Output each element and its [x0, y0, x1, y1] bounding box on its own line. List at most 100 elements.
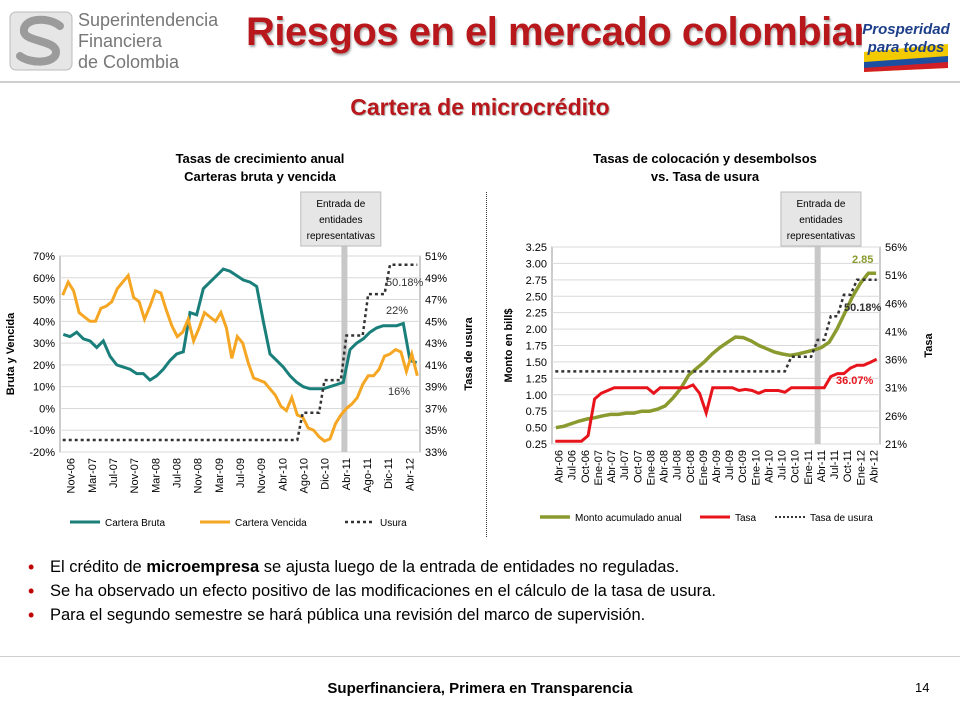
x-tick-label: Oct-08: [685, 450, 697, 483]
x-tick-label: Jul-09: [724, 450, 736, 480]
y-axis-left-title: Monto en bill$: [503, 309, 515, 383]
annotation-text: Entrada de: [796, 199, 845, 210]
footer-text: Superfinanciera, Primera en Transparenci…: [327, 680, 633, 697]
right-tick-label: 46%: [885, 298, 907, 310]
right-tick-label: 49%: [425, 273, 447, 285]
chart-divider: [486, 192, 487, 537]
right-tick-label: 51%: [425, 251, 447, 263]
y-axis-right-title: Tasa de usura: [463, 317, 475, 391]
x-tick-label: Dic-11: [383, 458, 395, 489]
bullet-list: El crédito de microempresa se ajusta lue…: [28, 555, 938, 627]
left-tick-label: 0.75: [526, 406, 547, 418]
x-tick-label: Abr-11: [816, 450, 828, 482]
x-tick-label: Abr-09: [711, 450, 723, 483]
annotation-text: representativas: [787, 231, 855, 242]
left-tick-label: 2.75: [526, 275, 547, 287]
legend-label: Tasa de usura: [810, 513, 873, 524]
org-line1: Superintendencia: [78, 10, 219, 30]
section-subtitle: Cartera de microcrédito: [350, 94, 610, 120]
org-line2: Financiera: [78, 31, 163, 51]
right-tick-label: 47%: [425, 295, 447, 307]
chart2-placement-rates: 3.25 3.00 2.75 2.50 2.25 2.00 1.75 1.50 1.25 1.00…: [503, 191, 935, 524]
left-tick-label: 2.00: [526, 324, 547, 336]
x-tick-label: Ene-11: [803, 450, 815, 485]
x-tick-label: Jul-08: [672, 450, 684, 480]
data-label: 16%: [388, 386, 410, 398]
left-tick-label: 1.50: [526, 357, 547, 369]
annotation-box: [780, 191, 862, 247]
left-tick-label: 1.00: [526, 390, 547, 402]
data-label: 2.85: [852, 254, 873, 266]
bullet-item: Para el segundo semestre se hará pública…: [28, 603, 938, 627]
x-tick-label: Oct-07: [632, 450, 644, 483]
annotation-text: representativas: [307, 231, 375, 242]
left-tick-label: 3.00: [526, 258, 547, 270]
x-tick-label: Oct-10: [790, 450, 802, 483]
bullet-text: se ajusta luego de la entrada de entidad…: [259, 558, 680, 576]
right-tick-label: 45%: [425, 316, 447, 328]
x-tick-label: Jul-06: [567, 450, 579, 480]
bullet-text: El crédito de: [50, 558, 147, 576]
header-divider: [0, 81, 960, 83]
x-tick-label: Mar-09: [214, 458, 226, 493]
right-tick-label: 36%: [885, 355, 907, 367]
x-tick-label: Jul-08: [171, 458, 183, 488]
x-tick-label: Ene-08: [645, 450, 657, 485]
series-line-cartera-bruta: [62, 267, 418, 391]
left-tick-label: -10%: [29, 425, 55, 437]
left-tick-label: -20%: [29, 447, 55, 459]
chart1-title-line2: Carteras bruta y vencida: [184, 169, 336, 184]
data-label: 50.18%: [386, 277, 424, 289]
left-tick-label: 2.50: [526, 291, 547, 303]
legend-label: Cartera Vencida: [235, 518, 307, 529]
x-tick-label: Nov-06: [66, 458, 78, 493]
x-tick-label: Oct-11: [842, 450, 854, 482]
left-tick-label: 40%: [33, 316, 55, 328]
annotation-box: [300, 191, 382, 247]
x-tick-label: Ene-10: [750, 450, 762, 485]
right-tick-label: 31%: [885, 383, 907, 395]
chart2-title-line1: Tasas de colocación y desembolsos: [593, 151, 817, 166]
x-tick-label: Ene-09: [698, 450, 710, 485]
left-tick-label: 1.25: [526, 373, 547, 385]
brand-line1: Prosperidad: [862, 21, 950, 38]
bullet-item: El crédito de microempresa se ajusta lue…: [28, 555, 938, 579]
chart2-title: Tasas de colocación y desembolsos vs. Ta…: [540, 150, 870, 186]
left-tick-label: 30%: [33, 338, 55, 350]
data-label: 50.18%: [844, 302, 882, 314]
prosperidad-logo-icon: Prosperidad para todos: [862, 16, 951, 72]
y-axis-left-title: Bruta y Vencida: [5, 312, 17, 395]
left-tick-label: 20%: [33, 360, 55, 372]
right-tick-label: 41%: [425, 360, 447, 372]
series-line-usura: [62, 263, 418, 442]
right-tick-label: 43%: [425, 338, 447, 350]
x-tick-label: Nov-07: [129, 458, 141, 493]
entry-highlight-band: [341, 201, 348, 452]
left-tick-label: 3.25: [526, 242, 547, 254]
brand-line2: para todos: [867, 39, 945, 56]
x-tick-label: Oct-06: [580, 450, 592, 483]
x-tick-label: Jul-07: [108, 458, 120, 488]
series-line-tasa-de-usura: [555, 278, 877, 373]
x-tick-label: Ene-12: [855, 450, 867, 485]
x-tick-label: Abr-12: [868, 450, 880, 483]
x-tick-label: Abr-10: [763, 450, 775, 483]
org-line3: de Colombia: [78, 52, 180, 72]
right-tick-label: 51%: [885, 270, 907, 282]
right-tick-label: 41%: [885, 326, 907, 338]
x-tick-label: Jul-10: [777, 450, 789, 480]
x-tick-label: Jul-11: [829, 450, 841, 479]
x-tick-label: Oct-09: [737, 450, 749, 483]
x-tick-label: Dic-10: [320, 458, 332, 490]
x-tick-label: Ago-11: [362, 458, 374, 493]
right-tick-label: 56%: [885, 242, 907, 254]
footer-divider: [0, 656, 960, 657]
chart1-growth-rates: 70% 60% 50% 40% 30% 20% 10% 0% -10% -20% 51% 49% 47%…: [5, 191, 475, 529]
right-tick-label: 33%: [425, 447, 447, 459]
org-name: Superintendencia Financiera de Colombia: [78, 10, 218, 73]
left-tick-label: 0.50: [526, 423, 547, 435]
left-tick-label: 50%: [33, 295, 55, 307]
annotation-text: entidades: [799, 215, 842, 226]
x-tick-label: Nov-09: [256, 458, 268, 493]
bullet-text: Para el segundo semestre se hará pública…: [50, 606, 646, 624]
